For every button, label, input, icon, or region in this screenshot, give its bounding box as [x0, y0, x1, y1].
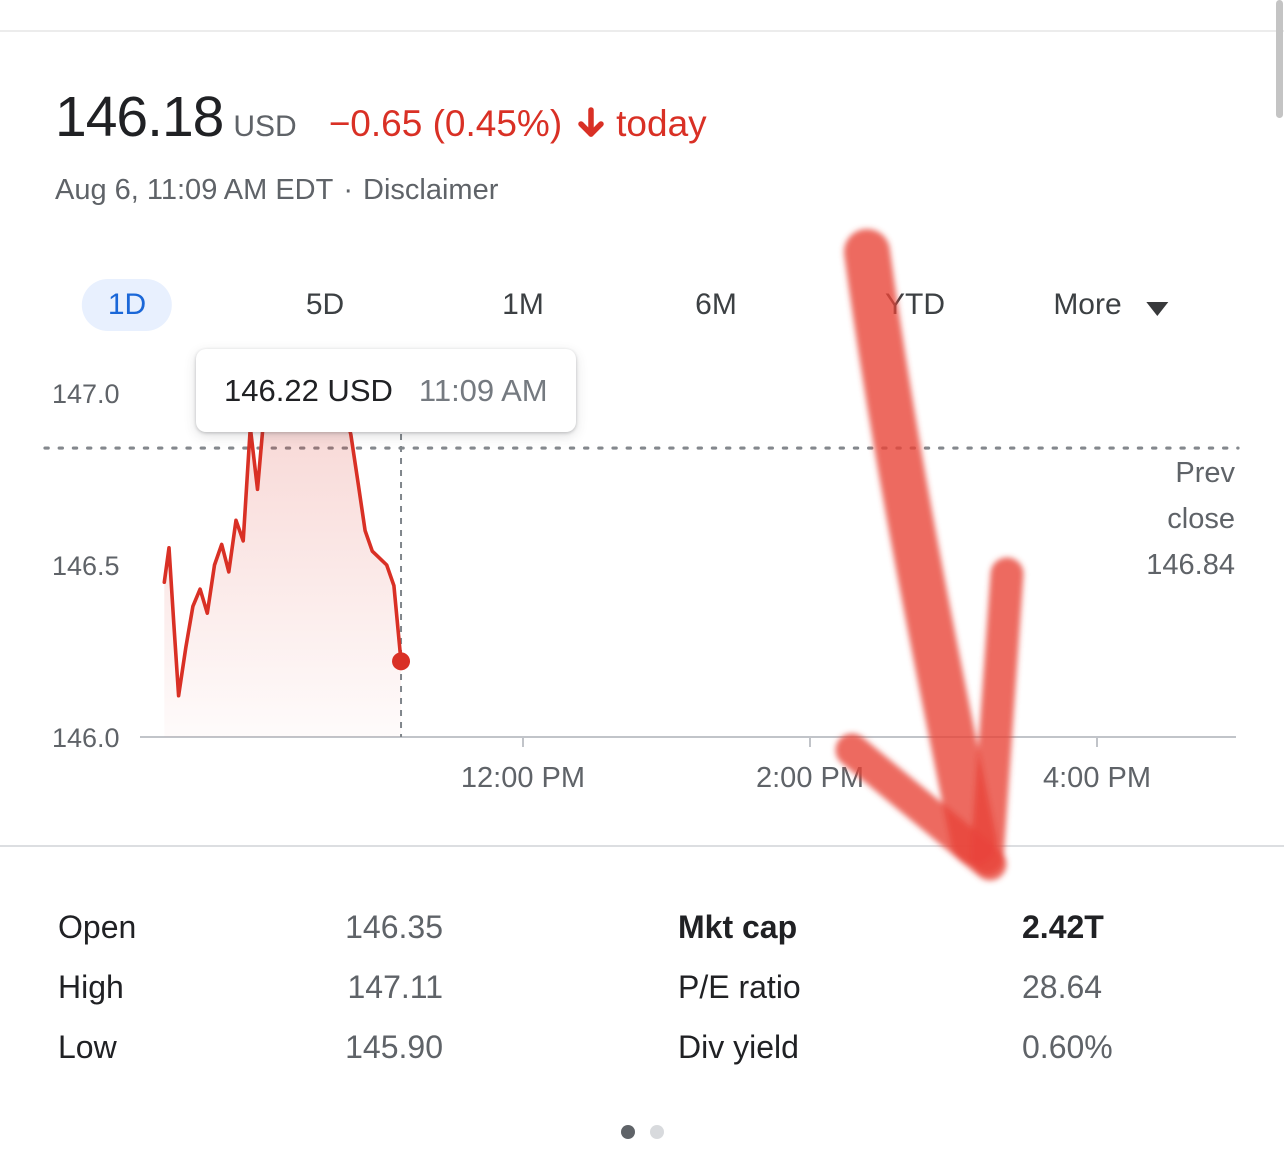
x-axis-label: 4:00 PM	[1043, 762, 1151, 794]
tab-more-label: More	[1053, 288, 1122, 321]
chart-tooltip: 146.22 USD 11:09 AM	[196, 349, 576, 432]
tab-5d[interactable]: 5D	[305, 288, 345, 321]
stats-column-left: Open 146.35 High 147.11 Low 145.90	[58, 897, 443, 1077]
arrow-down-icon	[576, 106, 606, 140]
price-change: −0.65 (0.45%)	[328, 103, 563, 144]
disclaimer-link[interactable]: Disclaimer	[363, 174, 499, 206]
stat-value-div-yield: 0.60%	[1022, 1028, 1113, 1065]
stat-value-high: 147.11	[347, 968, 444, 1005]
stat-label-mkt-cap: Mkt cap	[678, 908, 798, 945]
change-period-label: today	[616, 103, 707, 144]
scrollbar-thumb[interactable]	[1276, 0, 1283, 118]
caret-down-icon	[1146, 301, 1169, 316]
tab-1d[interactable]: 1D	[81, 279, 173, 331]
stat-label-div-yield: Div yield	[678, 1028, 799, 1065]
top-border	[0, 30, 1284, 32]
stat-row-open: Open 146.35	[58, 897, 443, 957]
stats-column-right: Mkt cap 2.42T P/E ratio 28.64 Div yield …	[678, 897, 1113, 1077]
stat-row-high: High 147.11	[58, 957, 443, 1017]
range-tabs: 1D 5D 1M 6M YTD More	[0, 277, 1284, 333]
carousel-dot-2[interactable]	[649, 1125, 664, 1139]
stat-label-high: High	[58, 968, 124, 1005]
stat-row-low: Low 145.90	[58, 1017, 443, 1077]
stat-value-low: 145.90	[345, 1028, 443, 1065]
stat-value-mkt-cap: 2.42T	[1022, 908, 1104, 945]
y-axis-label: 146.5	[52, 551, 120, 581]
currency-label: USD	[233, 110, 297, 143]
x-axis-label: 2:00 PM	[756, 762, 864, 794]
prev-close-line1: Prev	[1175, 457, 1235, 489]
price-header: 146.18 USD −0.65 (0.45%) today	[55, 84, 707, 150]
dot-separator: ·	[343, 174, 354, 206]
y-axis-label: 146.0	[52, 723, 120, 753]
tooltip-time: 11:09 AM	[418, 372, 548, 408]
date-line: Aug 6, 11:09 AM EDT · Disclaimer	[55, 174, 498, 207]
stat-value-pe-ratio: 28.64	[1022, 968, 1103, 1005]
prev-close-line2: close	[1167, 503, 1235, 535]
tab-1m[interactable]: 1M	[502, 288, 544, 321]
stat-row-mkt-cap: Mkt cap 2.42T	[678, 897, 1113, 957]
price-chart-canvas[interactable]: 12:00 PM 2:00 PM 4:00 PM 147.0 146.5 146.0	[0, 330, 1284, 810]
tooltip-price: 146.22 USD	[224, 372, 393, 408]
stat-row-div-yield: Div yield 0.60%	[678, 1017, 1113, 1077]
prev-close-value: 146.84	[1146, 549, 1235, 581]
section-divider	[0, 845, 1284, 847]
stat-value-open: 146.35	[345, 908, 443, 945]
tab-more[interactable]: More	[1053, 277, 1169, 333]
x-axis-label: 12:00 PM	[461, 762, 585, 794]
carousel-dot-1[interactable]	[620, 1125, 635, 1139]
tab-6m[interactable]: 6M	[695, 288, 737, 321]
stat-label-pe-ratio: P/E ratio	[678, 968, 801, 1005]
tab-ytd[interactable]: YTD	[885, 288, 945, 321]
current-price-dot	[392, 652, 411, 671]
timestamp: Aug 6, 11:09 AM EDT	[55, 174, 334, 206]
stat-label-open: Open	[58, 908, 137, 945]
price-area-fill	[164, 355, 401, 737]
stat-row-pe-ratio: P/E ratio 28.64	[678, 957, 1113, 1017]
carousel	[0, 1125, 1284, 1139]
price-chart[interactable]: 12:00 PM 2:00 PM 4:00 PM 147.0 146.5 146.0	[0, 330, 1284, 810]
stock-price: 146.18	[55, 85, 224, 149]
prev-close-label: Prev close 146.84	[1146, 450, 1235, 588]
stat-label-low: Low	[58, 1028, 117, 1065]
y-axis-label: 147.0	[52, 379, 120, 409]
